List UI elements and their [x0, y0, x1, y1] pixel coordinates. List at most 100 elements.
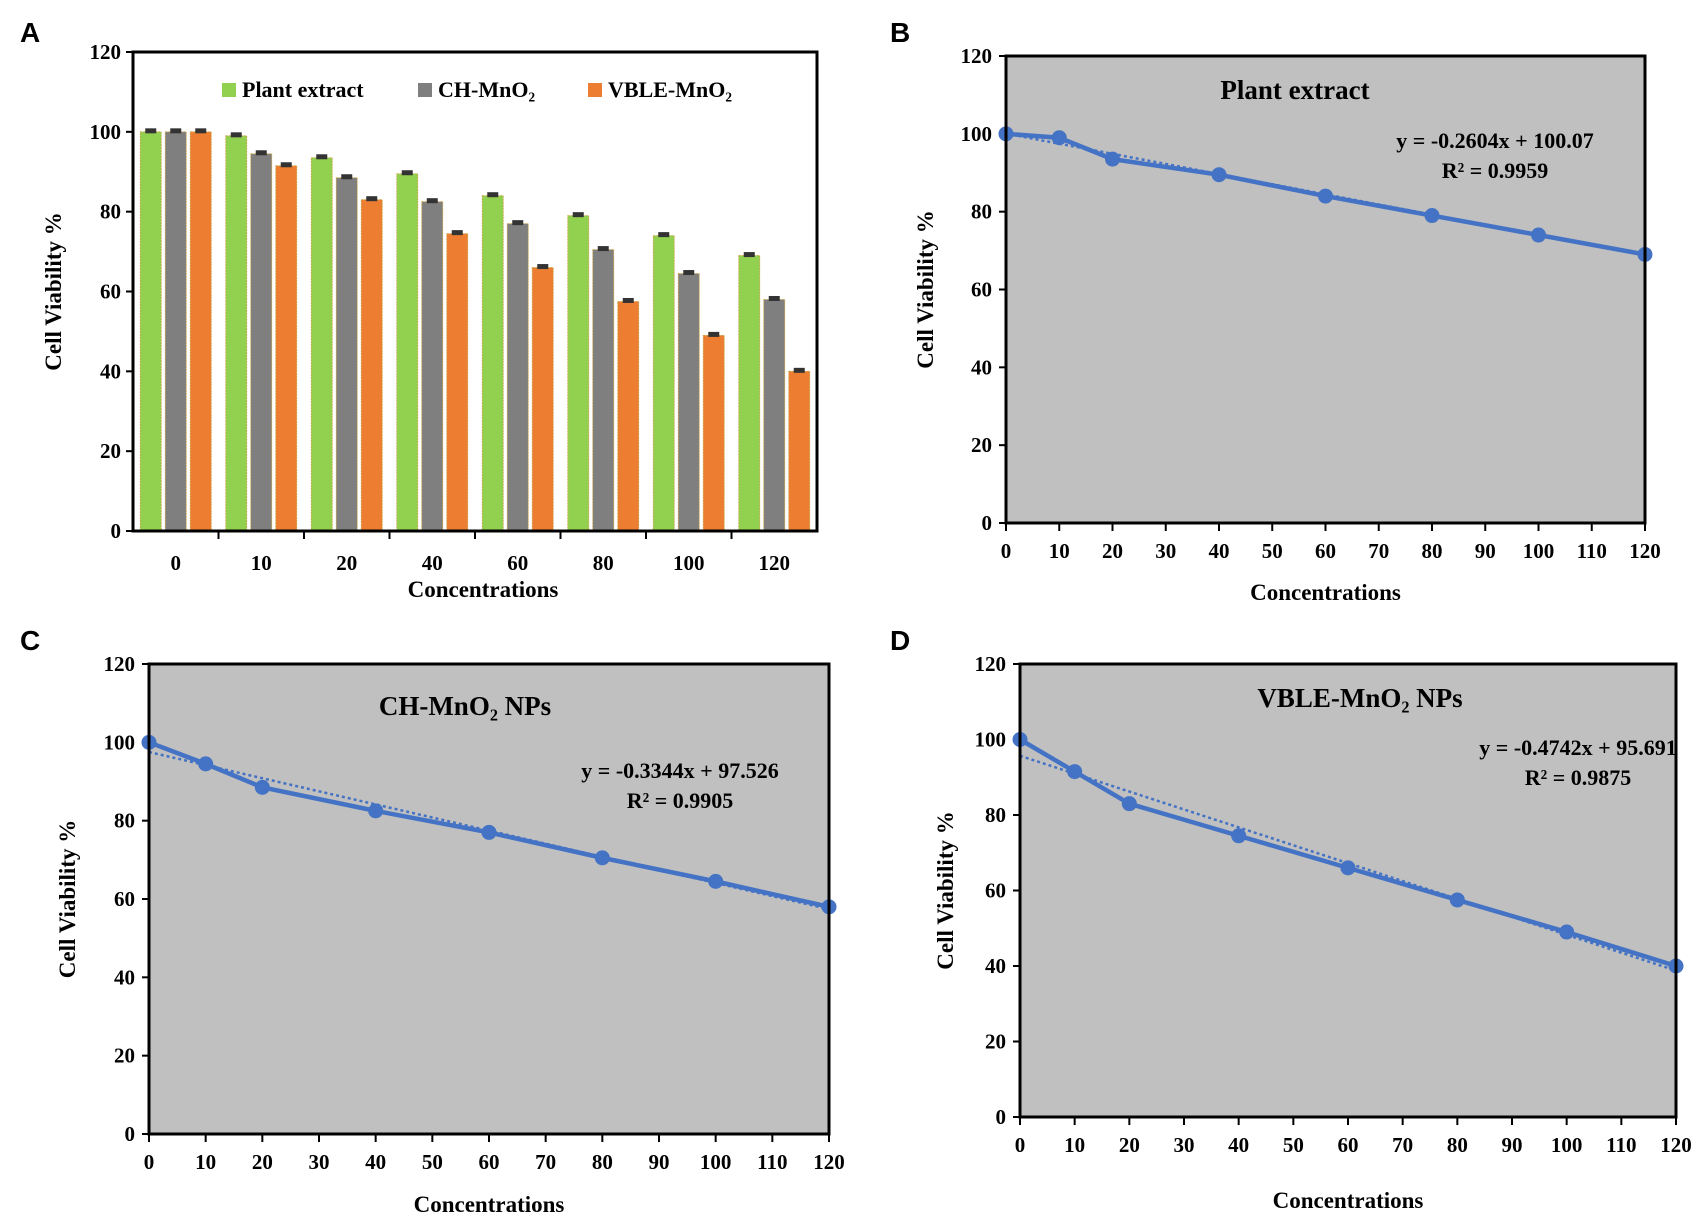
- x-tick-label: 80: [1422, 539, 1443, 563]
- y-tick-label: 0: [996, 1105, 1007, 1129]
- data-point: [1340, 860, 1356, 876]
- y-axis-label: Cell Viability %: [41, 212, 66, 370]
- chart-title: Plant extract: [1220, 75, 1369, 105]
- data-point: [1424, 208, 1440, 224]
- x-tick-label: 20: [336, 551, 357, 575]
- x-axis-label: Concentrations: [408, 577, 559, 602]
- trend-equation: y = -0.3344x + 97.526: [581, 758, 778, 783]
- data-point: [368, 803, 384, 819]
- y-tick-label: 120: [90, 40, 122, 64]
- panel-b: B 0 20 40 60 80 100 120 0 10 20 30 40 50 60 70 80 90 100 11…: [890, 17, 1661, 605]
- data-point: [1449, 892, 1465, 908]
- data-point: [1318, 188, 1333, 204]
- y-tick-label: 40: [971, 355, 992, 379]
- y-tick-label: 40: [100, 359, 121, 383]
- panel-label-a: A: [20, 17, 40, 48]
- y-tick-label: 100: [90, 120, 122, 144]
- panel-label-d: D: [890, 625, 910, 656]
- x-tick-label: 60: [479, 1150, 500, 1174]
- bar: [567, 215, 590, 532]
- plot-area: [1006, 56, 1645, 523]
- bar: [225, 135, 248, 532]
- panel-c: C 0 20 40 60 80 100 120 0 10 20 30 40 50 60 70 80 90 100 11…: [20, 625, 845, 1217]
- legend-entry: CH-MnO₂: [438, 77, 535, 102]
- x-axis-label: Concentrations: [414, 1192, 565, 1217]
- y-tick-label: 60: [114, 887, 135, 911]
- y-tick-label: 60: [985, 879, 1006, 903]
- y-tick-label: 40: [985, 954, 1006, 978]
- plot-area: [1020, 664, 1676, 1117]
- bar: [702, 335, 725, 532]
- y-axis-label: Cell Viability %: [55, 820, 80, 978]
- x-tick-label: 40: [1209, 539, 1230, 563]
- bar: [421, 201, 444, 532]
- x-tick-label: 60: [1338, 1133, 1359, 1157]
- chart-title: VBLE-MnO₂ NPs: [1257, 683, 1462, 713]
- x-tick-label: 100: [1551, 1133, 1583, 1157]
- bar: [788, 370, 811, 532]
- x-tick-label: 100: [673, 551, 705, 575]
- data-point: [708, 873, 724, 889]
- data-point: [198, 756, 214, 772]
- data-point: [1067, 764, 1083, 780]
- y-tick-label: 0: [125, 1122, 136, 1146]
- trend-equation: y = -0.4742x + 95.691: [1479, 735, 1676, 760]
- x-tick-label: 60: [1315, 539, 1336, 563]
- panel-d: D 0 20 40 60 80 100 120 0 10 20 30 40 50 60 70 80 90 100 11…: [890, 625, 1692, 1213]
- series-line: [1005, 131, 1646, 257]
- bar: [250, 153, 273, 532]
- x-tick-label: 90: [1475, 539, 1496, 563]
- data-point: [1121, 796, 1137, 812]
- x-axis-label: Concentrations: [1250, 580, 1401, 605]
- y-tick-label: 20: [114, 1044, 135, 1068]
- bar: [310, 157, 333, 532]
- r-squared: R² = 0.9875: [1525, 765, 1632, 790]
- x-tick-label: 10: [195, 1150, 216, 1174]
- y-tick-label: 20: [971, 433, 992, 457]
- x-tick-label: 70: [535, 1150, 556, 1174]
- data-point: [1211, 167, 1227, 183]
- bar: [335, 177, 358, 532]
- y-tick-label: 80: [985, 803, 1006, 827]
- y-tick-label: 40: [114, 965, 135, 989]
- y-tick-label: 100: [961, 122, 993, 146]
- x-tick-label: 80: [592, 1150, 613, 1174]
- x-tick-label: 70: [1392, 1133, 1413, 1157]
- y-axis-label: Cell Viability %: [913, 210, 938, 368]
- bar: [763, 299, 786, 532]
- plot-frame: [1018, 662, 1678, 1119]
- y-tick-label: 80: [114, 809, 135, 833]
- x-tick-label: 30: [1155, 539, 1176, 563]
- x-tick-label: 120: [759, 551, 791, 575]
- y-tick-label: 20: [100, 439, 121, 463]
- r-squared: R² = 0.9905: [627, 788, 734, 813]
- bar: [396, 173, 419, 532]
- y-tick-label: 80: [100, 200, 121, 224]
- data-point: [481, 824, 497, 840]
- x-tick-label: 40: [422, 551, 443, 575]
- x-tick-label: 110: [1577, 539, 1607, 563]
- trendline: [1019, 754, 1677, 972]
- x-tick-label: 30: [309, 1150, 330, 1174]
- bar: [617, 301, 640, 532]
- x-tick-label: 0: [144, 1150, 155, 1174]
- y-tick-label: 0: [982, 511, 993, 535]
- x-tick-label: 120: [813, 1150, 845, 1174]
- data-point: [1559, 924, 1575, 940]
- legend-swatch: [588, 83, 602, 97]
- x-tick-label: 0: [1015, 1133, 1026, 1157]
- x-tick-label: 10: [251, 551, 272, 575]
- y-tick-label: 120: [975, 652, 1007, 676]
- plot-frame: [1004, 54, 1647, 525]
- trend-equation: y = -0.2604x + 100.07: [1396, 128, 1593, 153]
- x-tick-label: 20: [1102, 539, 1123, 563]
- data-point: [1051, 130, 1067, 146]
- x-tick-label: 0: [171, 551, 182, 575]
- y-tick-label: 20: [985, 1030, 1006, 1054]
- bar: [481, 195, 504, 532]
- x-tick-label: 60: [507, 551, 528, 575]
- plot-frame: [147, 662, 831, 1136]
- plot-frame: [131, 50, 819, 533]
- bar: [360, 199, 383, 532]
